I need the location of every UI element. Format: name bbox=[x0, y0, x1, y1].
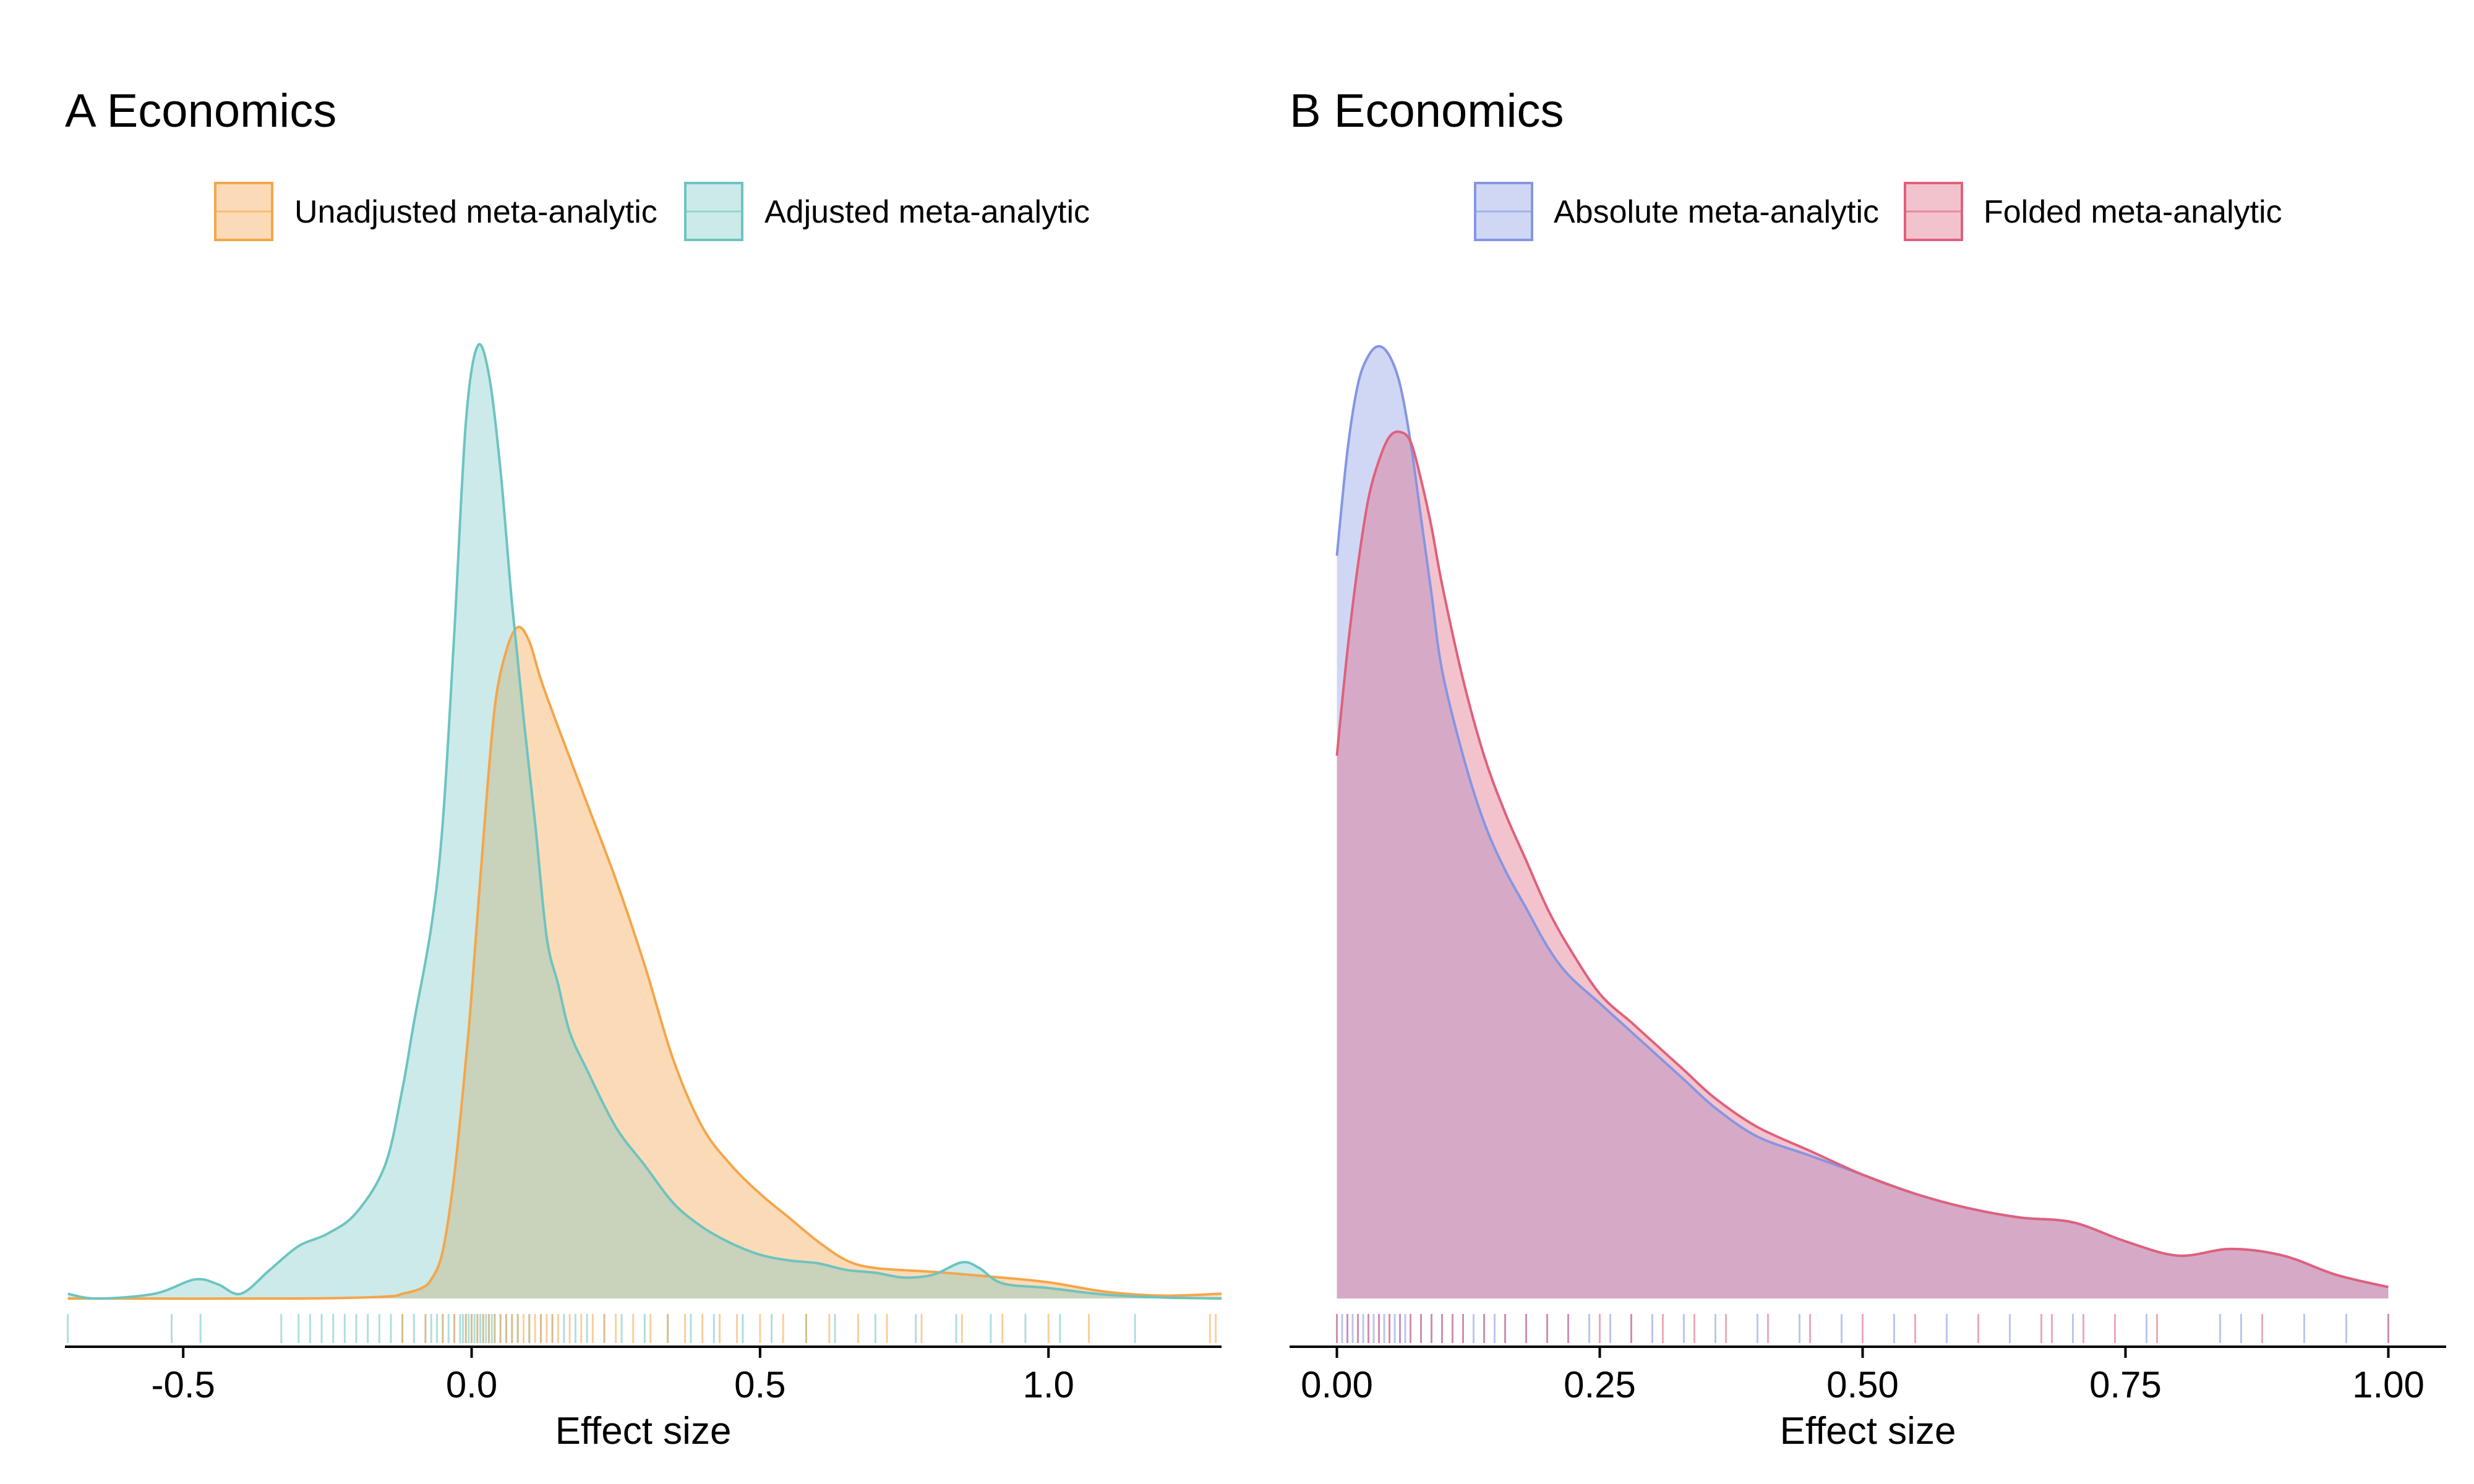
panel-b-plot-area: 0.00 0.25 0.50 0.75 1.00 bbox=[1301, 344, 2425, 1405]
legend-label-folded: Folded meta-analytic bbox=[1984, 194, 2282, 230]
legend-label-absolute: Absolute meta-analytic bbox=[1554, 194, 1879, 230]
panel-a-plot-area: -0.5 0.0 0.5 1.0 bbox=[67, 343, 1222, 1405]
panel-b-x-axis-title: Effect size bbox=[1780, 1410, 1956, 1452]
x-axis-tick-label: 0.5 bbox=[734, 1364, 785, 1405]
x-axis-tick-label: 0.75 bbox=[2089, 1364, 2162, 1405]
x-axis-tick-label: 0.00 bbox=[1301, 1364, 1373, 1405]
panel-b: B Economics Absolute meta-analytic Folde… bbox=[1290, 85, 2446, 1452]
density-line-unadjusted-meta-analytic bbox=[67, 625, 1222, 1300]
legend-label-unadjusted: Unadjusted meta-analytic bbox=[294, 194, 657, 230]
panel-b-legend: Absolute meta-analytic Folded meta-analy… bbox=[1474, 182, 2282, 241]
x-axis-tick-label: 0.25 bbox=[1564, 1364, 1636, 1405]
panel-a: A Economics Unadjusted meta-analytic Adj… bbox=[65, 85, 1222, 1452]
x-axis-tick-label: 1.00 bbox=[2352, 1364, 2425, 1405]
x-axis-tick-label: 0.0 bbox=[446, 1364, 497, 1405]
density-area-absolute-meta-analytic bbox=[1337, 346, 2389, 1298]
panel-a-legend: Unadjusted meta-analytic Adjusted meta-a… bbox=[214, 182, 1090, 241]
x-axis-tick-label: 0.50 bbox=[1826, 1364, 1899, 1405]
panel-a-x-axis-title: Effect size bbox=[555, 1410, 732, 1452]
panel-a-title: A Economics bbox=[65, 85, 336, 137]
x-axis-tick-label: 1.0 bbox=[1022, 1364, 1074, 1405]
legend-label-adjusted: Adjusted meta-analytic bbox=[764, 194, 1090, 230]
density-area-folded-meta-analytic bbox=[1337, 432, 2389, 1298]
x-axis-tick-label: -0.5 bbox=[152, 1364, 215, 1405]
density-line-adjusted-meta-analytic bbox=[67, 343, 1222, 1300]
panel-b-title: B Economics bbox=[1290, 85, 1564, 137]
density-line-folded-meta-analytic bbox=[1335, 430, 2389, 1289]
